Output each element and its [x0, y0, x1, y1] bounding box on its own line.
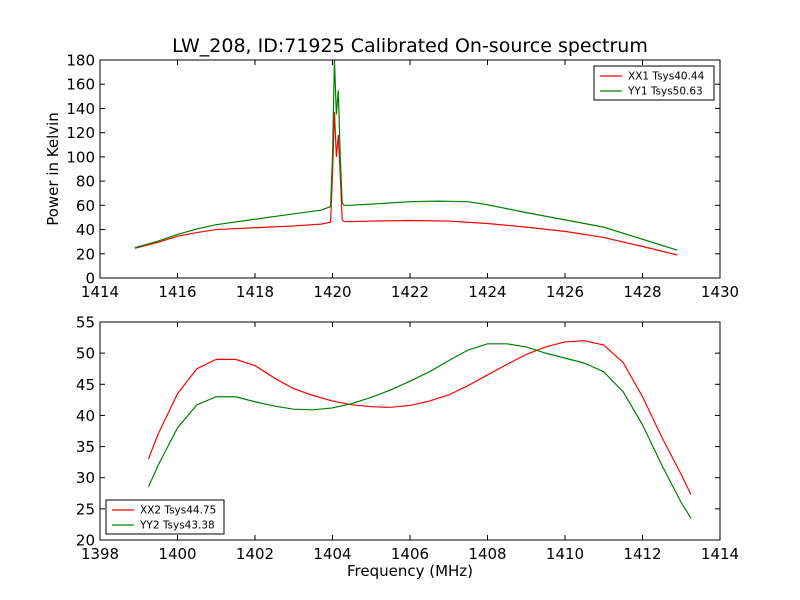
top-y-tick-label: 120 — [66, 124, 95, 142]
bottom-chart: 1398 1400 1402 1404 1406 1408 1410 1412 1414 20 25… — [76, 314, 739, 581]
bottom-ticks: 1398 1400 1402 1404 1406 1408 1410 1412 1414 20 25… — [76, 314, 739, 564]
top-y-tick-label: 160 — [66, 76, 95, 94]
bottom-series-layer — [147, 340, 692, 519]
bottom-y-tick-label: 45 — [76, 376, 95, 394]
top-ticks: 1414 1416 1418 1420 1422 1424 1426 1428 1430 0 20 4… — [66, 52, 739, 302]
bottom-y-tick-label: 50 — [76, 345, 95, 363]
bottom-legend-label-1: YY2 Tsys43.38 — [139, 520, 215, 532]
top-legend-label-0: XX1 Tsys40.44 — [628, 71, 705, 83]
bottom-y-tick-label: 35 — [76, 438, 95, 456]
bottom-x-tick-label: 1412 — [623, 545, 661, 563]
top-y-tick-label: 40 — [76, 221, 95, 239]
top-y-tick-label: 100 — [66, 148, 95, 166]
top-x-tick-label: 1418 — [236, 283, 274, 301]
bottom-x-tick-label: 1402 — [236, 545, 274, 563]
top-chart: 1414 1416 1418 1420 1422 1424 1426 1428 1430 0 20 4… — [44, 52, 739, 302]
bottom-y-tick-label: 25 — [76, 500, 95, 518]
bottom-x-tick-label: 1400 — [158, 545, 196, 563]
top-x-tick-label: 1424 — [468, 283, 506, 301]
bottom-x-tick-label: 1406 — [391, 545, 429, 563]
bottom-y-tick-label: 55 — [76, 314, 95, 332]
top-legend-label-1: YY1 Tsys50.63 — [627, 86, 703, 98]
top-y-tick-label: 140 — [66, 100, 95, 118]
top-legend-box — [593, 65, 715, 101]
top-series-line-0 — [134, 112, 678, 256]
top-y-tick-label: 180 — [66, 52, 95, 70]
top-x-tick-label: 1414 — [81, 283, 119, 301]
bottom-x-tick-label: 1414 — [701, 545, 739, 563]
top-y-tick-label: 60 — [76, 197, 95, 215]
top-x-tick-label: 1422 — [391, 283, 429, 301]
bottom-legend-label-0: XX2 Tsys44.75 — [140, 505, 216, 517]
top-x-tick-label: 1416 — [158, 283, 196, 301]
bottom-series-line-0 — [147, 340, 692, 495]
top-y-axis-label: Power in Kelvin — [44, 112, 62, 226]
top-x-tick-label: 1426 — [546, 283, 584, 301]
bottom-y-tick-label: 40 — [76, 407, 95, 425]
top-legend: XX1 Tsys40.44 YY1 Tsys50.63 — [593, 65, 715, 101]
top-y-tick-label: 0 — [85, 270, 95, 288]
top-y-tick-label: 80 — [76, 173, 95, 191]
bottom-x-tick-label: 1398 — [81, 545, 119, 563]
bottom-x-axis-label: Frequency (MHz) — [347, 562, 473, 580]
bottom-x-tick-label: 1410 — [546, 545, 584, 563]
bottom-y-tick-label: 30 — [76, 469, 95, 487]
top-series-line-1 — [134, 59, 678, 251]
bottom-x-tick-label: 1408 — [468, 545, 506, 563]
top-x-tick-label: 1430 — [701, 283, 739, 301]
chart-title: LW_208, ID:71925 Calibrated On-source sp… — [172, 35, 648, 57]
bottom-y-tick-label: 20 — [76, 532, 95, 550]
top-x-tick-label: 1428 — [623, 283, 661, 301]
bottom-legend-box — [105, 499, 225, 535]
top-series-layer — [134, 59, 678, 256]
bottom-series-line-1 — [147, 343, 692, 519]
top-y-tick-label: 20 — [76, 245, 95, 263]
top-x-tick-label: 1420 — [313, 283, 351, 301]
bottom-legend: XX2 Tsys44.75 YY2 Tsys43.38 — [105, 499, 225, 535]
bottom-x-tick-label: 1404 — [313, 545, 351, 563]
